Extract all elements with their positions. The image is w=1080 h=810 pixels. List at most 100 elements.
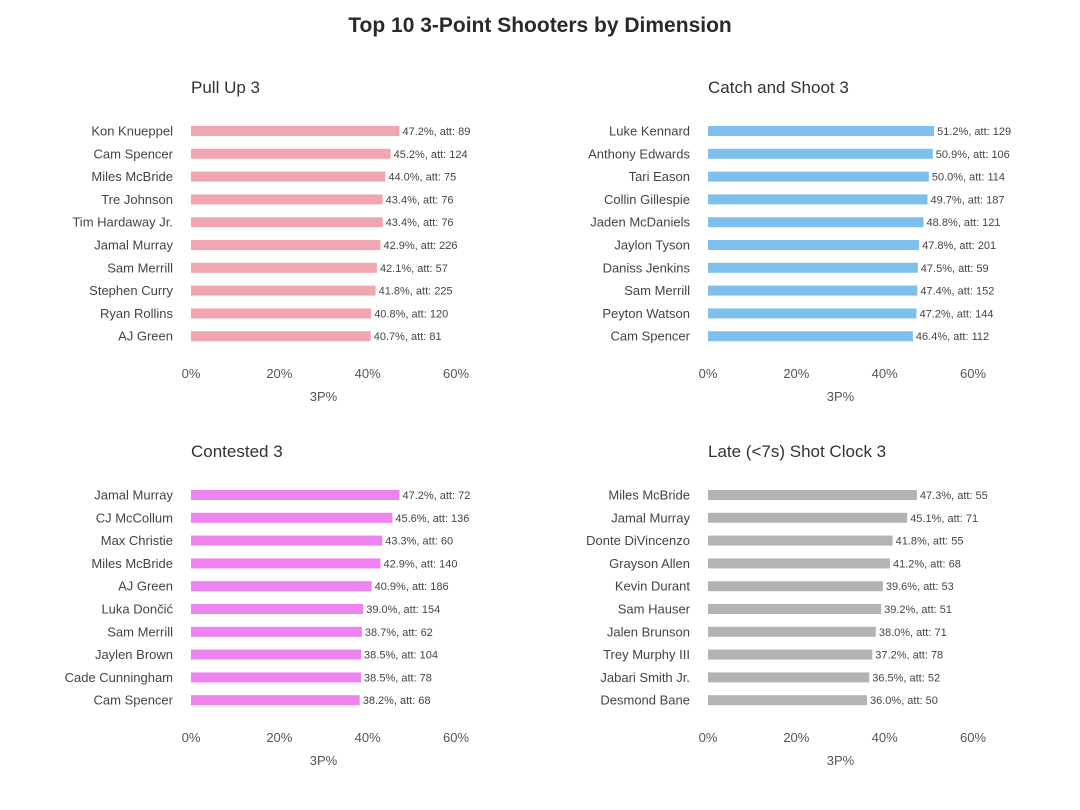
bar [708, 308, 917, 319]
category-label: Cam Spencer [94, 146, 174, 161]
data-label: 41.2%, att: 68 [893, 558, 961, 570]
bar [708, 148, 933, 159]
x-tick-label: 0% [699, 366, 718, 381]
bar [191, 171, 386, 182]
x-tick-label: 60% [960, 366, 986, 381]
data-label: 47.4%, att: 152 [920, 286, 994, 298]
bar [708, 126, 935, 136]
category-label: Sam Merrill [107, 260, 173, 275]
bar [191, 308, 372, 319]
x-tick-label: 40% [872, 730, 898, 745]
category-label: Donte DiVincenzo [586, 533, 690, 548]
category-label: Miles McBride [91, 556, 173, 571]
data-label: 45.6%, att: 136 [395, 513, 469, 525]
category-label: Stephen Curry [89, 283, 173, 298]
x-tick-label: 0% [182, 366, 201, 381]
data-label: 47.3%, att: 55 [920, 490, 988, 502]
bar [191, 558, 381, 569]
data-label: 43.4%, att: 76 [386, 217, 454, 229]
bar [191, 649, 362, 660]
data-label: 38.5%, att: 104 [364, 650, 438, 662]
data-label: 44.0%, att: 75 [388, 172, 456, 184]
data-label: 38.5%, att: 78 [364, 672, 432, 684]
chart-panel-1: Pull Up 3 Kon Knueppel 47.2%, att: 89 Cam S… [72, 78, 470, 404]
bar [191, 672, 362, 683]
panel-title: Contested 3 [191, 442, 283, 461]
bar [708, 581, 883, 592]
bar [708, 240, 920, 250]
bar [708, 171, 929, 182]
category-label: Jaylon Tyson [614, 238, 690, 253]
data-label: 50.9%, att: 106 [936, 149, 1010, 161]
category-label: Sam Hauser [618, 602, 691, 617]
data-label: 51.2%, att: 129 [937, 126, 1011, 138]
bar [708, 512, 908, 523]
category-label: Ryan Rollins [100, 306, 173, 321]
data-label: 43.3%, att: 60 [385, 536, 453, 548]
bar [191, 126, 400, 136]
category-label: Sam Merrill [624, 283, 690, 298]
bar [191, 490, 400, 500]
data-label: 47.2%, att: 89 [402, 126, 470, 138]
category-label: Jamal Murray [94, 238, 173, 253]
category-label: Luke Kennard [609, 124, 690, 139]
x-tick-label: 0% [699, 730, 718, 745]
chart-panel-2: Catch and Shoot 3 Luke Kennard 51.2%, att:… [588, 78, 1011, 404]
category-label: Tre Johnson [101, 192, 173, 207]
data-label: 38.7%, att: 62 [365, 627, 433, 639]
x-tick-label: 60% [960, 730, 986, 745]
x-tick-label: 20% [783, 730, 809, 745]
bar [708, 558, 890, 569]
data-label: 47.8%, att: 201 [922, 240, 996, 252]
category-label: Daniss Jenkins [603, 260, 691, 275]
x-axis-label: 3P% [827, 389, 855, 404]
x-tick-label: 60% [443, 730, 469, 745]
bar [191, 217, 383, 228]
chart-panel-3: Contested 3 Jamal Murray 47.2%, att: 72 CJ … [65, 442, 471, 768]
chart-panel-4: Late (<7s) Shot Clock 3 Miles McBride 47.3… [586, 442, 988, 768]
data-label: 39.0%, att: 154 [366, 604, 440, 616]
x-tick-label: 40% [355, 730, 381, 745]
x-tick-label: 60% [443, 366, 469, 381]
category-label: AJ Green [118, 579, 173, 594]
category-label: Tim Hardaway Jr. [72, 215, 173, 230]
bar [191, 262, 377, 273]
x-tick-label: 20% [783, 366, 809, 381]
data-label: 45.2%, att: 124 [394, 149, 468, 161]
category-label: Grayson Allen [609, 556, 690, 571]
bar [191, 194, 383, 205]
bar [708, 695, 867, 706]
bar [191, 535, 383, 546]
category-label: Sam Merrill [107, 624, 173, 639]
panel-title: Catch and Shoot 3 [708, 78, 849, 97]
x-tick-label: 20% [266, 730, 292, 745]
category-label: Jamal Murray [94, 488, 173, 503]
data-label: 47.2%, att: 144 [919, 308, 993, 320]
category-label: Jaylen Brown [95, 647, 173, 662]
data-label: 48.8%, att: 121 [927, 217, 1001, 229]
category-label: Trey Murphy III [603, 647, 690, 662]
bar [708, 604, 882, 614]
data-label: 43.4%, att: 76 [386, 194, 454, 206]
x-axis-label: 3P% [310, 753, 338, 768]
category-label: Desmond Bane [600, 693, 690, 708]
data-label: 38.0%, att: 71 [879, 627, 947, 639]
data-label: 45.1%, att: 71 [910, 513, 978, 525]
category-label: Cam Spencer [94, 693, 174, 708]
category-label: Jamal Murray [611, 510, 690, 525]
x-tick-label: 40% [872, 366, 898, 381]
data-label: 39.6%, att: 53 [886, 581, 954, 593]
category-label: Peyton Watson [602, 306, 690, 321]
category-label: CJ McCollum [96, 510, 173, 525]
data-label: 47.2%, att: 72 [402, 490, 470, 502]
category-label: Cade Cunningham [65, 670, 173, 685]
category-label: Jaden McDaniels [590, 215, 690, 230]
bar [191, 240, 381, 250]
x-tick-label: 20% [266, 366, 292, 381]
x-axis-label: 3P% [310, 389, 338, 404]
bar [191, 695, 360, 706]
data-label: 50.0%, att: 114 [932, 172, 1005, 184]
category-label: Anthony Edwards [588, 146, 690, 161]
category-label: Max Christie [101, 533, 173, 548]
